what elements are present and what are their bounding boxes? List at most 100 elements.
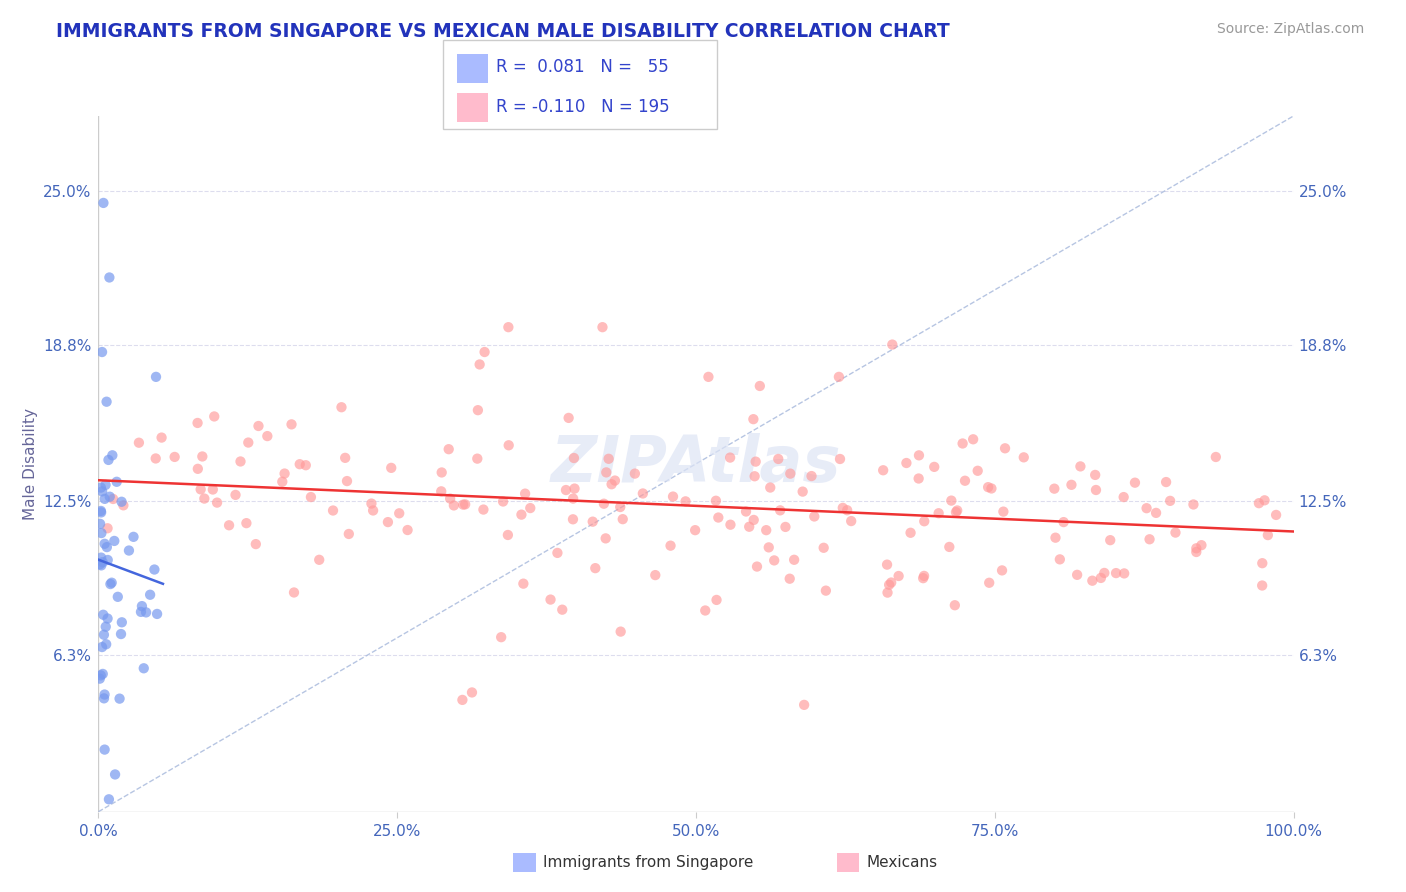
Point [98, 490, 121, 504]
Point [993, 505, 1015, 519]
Point [1182, 498, 1205, 512]
Point [912, 514, 935, 528]
Text: Immigrants from Singapore: Immigrants from Singapore [543, 855, 754, 870]
Point [225, 488, 247, 502]
Point [105, 475, 128, 489]
Point [96, 637, 118, 651]
Point [631, 486, 654, 500]
Point [779, 467, 801, 481]
Point [745, 559, 768, 574]
Point [779, 572, 801, 586]
Point [135, 606, 157, 620]
Point [775, 520, 797, 534]
Point [104, 767, 127, 781]
Point [564, 482, 586, 496]
Point [308, 553, 330, 567]
Point [887, 569, 910, 583]
Point [235, 516, 257, 530]
Text: Mexicans: Mexicans [866, 855, 938, 870]
Point [941, 493, 963, 508]
Point [675, 494, 697, 508]
Point [768, 452, 790, 467]
Point [1265, 508, 1288, 522]
Point [322, 503, 344, 517]
Point [90, 550, 112, 565]
Point [108, 691, 131, 706]
Point [187, 462, 209, 476]
Point [187, 416, 209, 430]
Point [330, 401, 353, 415]
Point [557, 411, 579, 425]
Point [256, 429, 278, 443]
Point [145, 451, 167, 466]
Point [337, 527, 360, 541]
Point [813, 541, 835, 555]
Point [461, 685, 484, 699]
Point [718, 450, 741, 465]
Point [132, 661, 155, 675]
Point [742, 412, 765, 426]
Point [582, 515, 605, 529]
Point [1185, 541, 1208, 556]
Point [946, 503, 969, 517]
Point [609, 500, 631, 514]
Point [201, 483, 224, 497]
Point [828, 452, 851, 467]
Point [89, 516, 111, 531]
Point [100, 575, 122, 590]
Point [896, 456, 918, 470]
Point [1084, 467, 1107, 482]
Point [595, 532, 617, 546]
Point [659, 539, 682, 553]
Point [591, 320, 613, 334]
Point [707, 510, 730, 524]
Point [103, 533, 125, 548]
Point [551, 602, 574, 616]
Point [131, 599, 153, 613]
Point [128, 435, 150, 450]
Point [439, 491, 461, 506]
Point [145, 369, 167, 384]
Point [472, 502, 495, 516]
Point [91, 555, 114, 569]
Point [683, 523, 706, 537]
Point [783, 553, 806, 567]
Point [562, 491, 585, 506]
Point [1205, 450, 1227, 464]
Point [205, 495, 228, 509]
Point [443, 499, 465, 513]
Point [360, 497, 382, 511]
Point [93, 742, 115, 756]
Point [876, 585, 898, 599]
Point [1251, 556, 1274, 570]
Point [96, 394, 118, 409]
Point [519, 501, 541, 516]
Point [546, 546, 568, 560]
Point [769, 503, 792, 517]
Point [1123, 475, 1146, 490]
Point [101, 491, 124, 506]
Point [468, 358, 491, 372]
Text: R = -0.110   N = 195: R = -0.110 N = 195 [496, 98, 669, 116]
Point [110, 627, 132, 641]
Point [94, 478, 117, 492]
Point [1043, 482, 1066, 496]
Point [980, 482, 1002, 496]
Point [1247, 496, 1270, 510]
Point [238, 435, 260, 450]
Point [107, 590, 129, 604]
Point [492, 494, 515, 508]
Point [609, 624, 631, 639]
Point [880, 575, 903, 590]
Point [1052, 515, 1074, 529]
Point [454, 497, 477, 511]
Point [839, 514, 862, 528]
Point [139, 588, 162, 602]
Point [662, 490, 685, 504]
Point [603, 474, 626, 488]
Point [474, 345, 496, 359]
Text: Source: ZipAtlas.com: Source: ZipAtlas.com [1216, 22, 1364, 37]
Y-axis label: Male Disability: Male Disability [22, 408, 38, 520]
Point [803, 509, 825, 524]
Point [245, 537, 267, 551]
